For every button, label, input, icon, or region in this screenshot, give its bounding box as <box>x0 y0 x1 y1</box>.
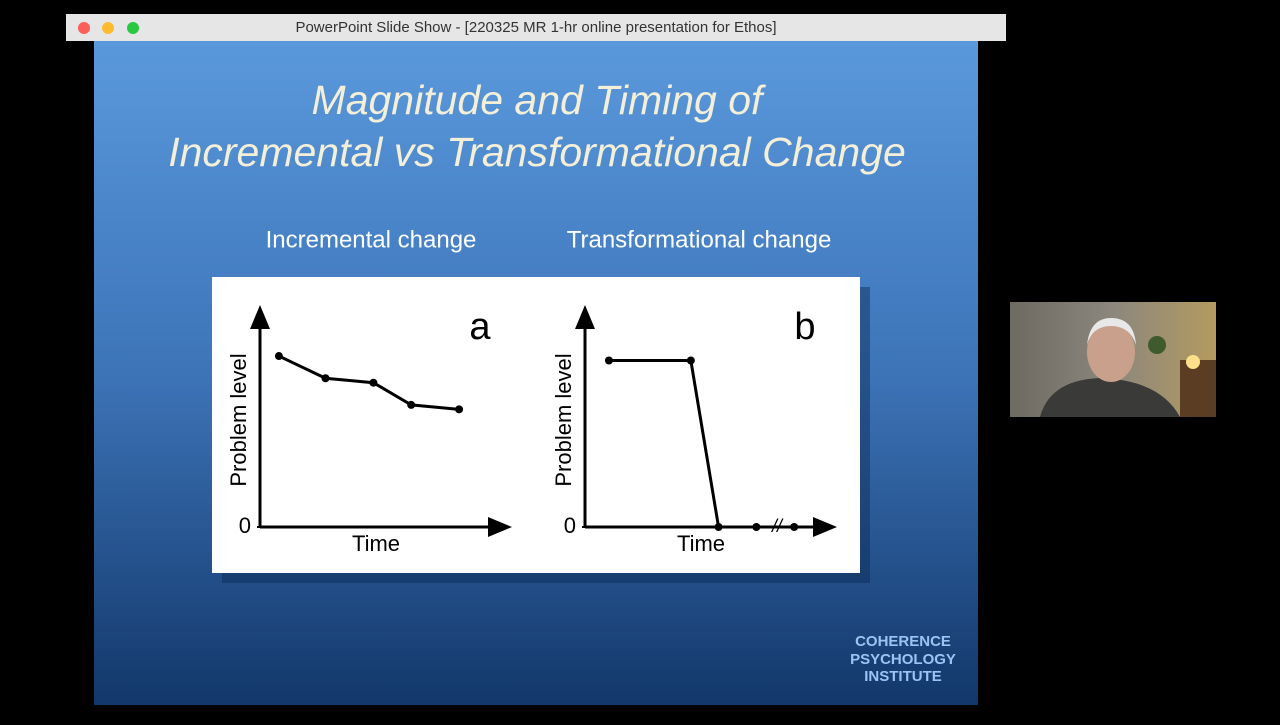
slide-title: Magnitude and Timing of <box>312 77 767 123</box>
panel-title: Transformational change <box>567 226 832 253</box>
data-point <box>752 523 761 531</box>
y-tick-label: 0 <box>564 513 576 538</box>
data-point <box>455 405 464 414</box>
figure <box>212 277 860 573</box>
panel-title: Incremental change <box>266 226 477 253</box>
data-point <box>274 352 283 361</box>
logo: COHERENCE <box>855 633 951 650</box>
y-axis-arrow <box>250 305 270 329</box>
data-point <box>714 523 723 531</box>
zoom-button[interactable] <box>127 22 139 34</box>
data-point <box>604 356 613 365</box>
close-button[interactable] <box>78 22 90 34</box>
title-bar <box>66 14 1006 41</box>
x-axis-arrow <box>813 517 837 537</box>
logo: INSTITUTE <box>864 668 942 685</box>
x-axis-label: Time <box>677 531 725 556</box>
plots: 0 Time Problem level a 0 Time Problem level b <box>226 305 837 556</box>
data-point <box>321 374 330 383</box>
data-point <box>686 356 695 365</box>
data-point <box>369 378 378 387</box>
panel-label: a <box>469 306 491 348</box>
data-point <box>790 523 799 531</box>
webcam <box>1010 302 1216 417</box>
y-tick-label: 0 <box>239 513 251 538</box>
axis-break: // <box>770 516 784 536</box>
y-axis-label: Problem level <box>226 353 251 486</box>
y-axis-arrow <box>575 305 595 329</box>
window-title: PowerPoint Slide Show - [220325 MR 1-hr … <box>295 19 776 36</box>
slide-title: Incremental vs Transformational Change <box>168 129 906 175</box>
panel-label: b <box>794 306 815 348</box>
x-axis-arrow <box>488 517 512 537</box>
data-point <box>407 400 416 409</box>
x-axis-label: Time <box>352 531 400 556</box>
y-axis-label: Problem level <box>551 353 576 486</box>
minimize-button[interactable] <box>102 22 114 34</box>
logo: PSYCHOLOGY <box>850 651 956 668</box>
